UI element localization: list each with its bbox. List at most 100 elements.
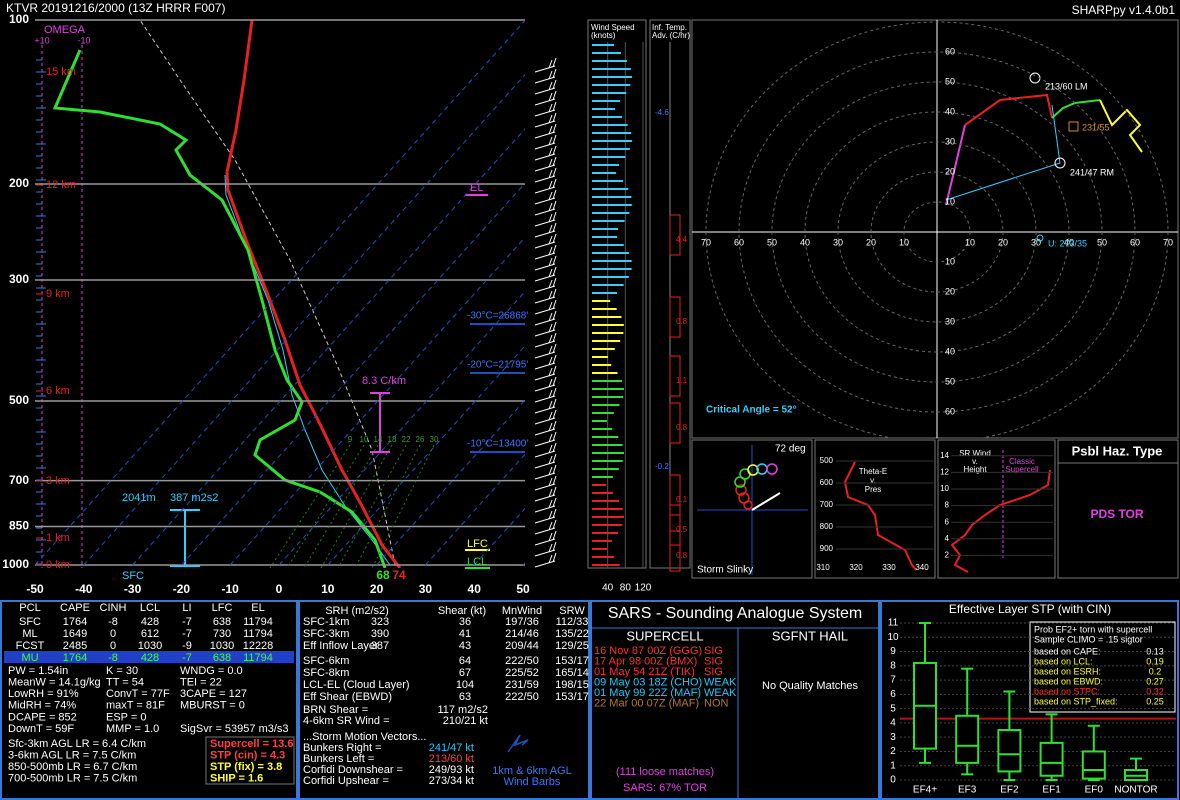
wind-barb-flag [552, 475, 557, 486]
wind-barb-flag [552, 365, 557, 376]
theta-e-tick: 310 [816, 563, 830, 572]
thermo-cell: -7 [182, 616, 192, 628]
temp-adv-bar [669, 504, 681, 546]
wind-barb [534, 65, 556, 73]
stp-tick: 11 [888, 618, 899, 629]
wind-barb [534, 109, 556, 117]
temperature-label: -30 [124, 582, 142, 596]
kinematic-cell: 231/59 [505, 679, 539, 691]
stp-legend-value: 0.2 [1149, 666, 1162, 676]
wind-barb-flag [548, 400, 553, 410]
temp-adv-value: 1.1 [676, 376, 688, 385]
stp-legend-label: based on CAPE: [1034, 646, 1101, 656]
theta-e-pressure: 800 [820, 522, 834, 531]
mixing-ratio-label: 30 [430, 435, 439, 444]
temperature-label: -10 [222, 582, 240, 596]
wind-barb-flag [548, 224, 553, 234]
wind-barb [534, 208, 556, 216]
wind-barb-flag [552, 299, 557, 310]
thermo-cell: 638 [213, 616, 231, 628]
thermo-cell: 428 [141, 652, 159, 664]
temp-adv-value: 0.8 [676, 551, 688, 560]
theta-e-pressure: 700 [820, 500, 834, 509]
hodo-label: 10 [965, 237, 975, 247]
wind-barb [534, 153, 556, 161]
stp-category: EF2 [1000, 785, 1019, 796]
sr-wind-height: 12 [940, 468, 949, 477]
stp-tick: 10 [887, 632, 899, 643]
wind-barb [534, 373, 556, 381]
stp-tick: 0 [890, 775, 896, 786]
kinematic-param: 4-6km SR Wind = [303, 715, 390, 727]
wind-barb-flag [548, 147, 553, 157]
sr-wind-reference: Supercell [1005, 465, 1039, 474]
wind-barb [534, 241, 556, 249]
wind-barb-flag [552, 101, 557, 112]
wind-barb [534, 538, 556, 546]
stp-tick: 4 [890, 718, 896, 729]
thermo-cell: -7 [182, 628, 192, 640]
hodo-label: 30 [1031, 237, 1041, 247]
stp-box [1039, 741, 1064, 777]
hodo-label: 60 [734, 237, 744, 247]
kinematic-frame [298, 600, 590, 800]
hodo-label: 70 [1163, 237, 1173, 247]
stp-tick: 9 [890, 646, 896, 657]
severe-index: STP (cin) = 4.3 [210, 749, 285, 761]
right-mover-label: 241/47 RM [1070, 167, 1114, 177]
kinematic-header: SRW [559, 605, 585, 617]
sr-wind-height: 10 [940, 484, 949, 493]
thermo-cell: -9 [182, 640, 192, 652]
wind-barb-flag [552, 552, 557, 563]
right-mover [1054, 157, 1066, 169]
kinematic-cell: 222/50 [505, 655, 539, 667]
sars-hail: No Quality Matches [762, 680, 858, 692]
wind-barb-flag [552, 288, 557, 299]
wind-barb [534, 340, 556, 348]
mixing-ratio-label: 9 [348, 435, 353, 444]
wind-barb-flag [548, 510, 553, 520]
hodo-label: 50 [945, 376, 955, 386]
isotherm-height: -30°C=26868' [467, 311, 528, 322]
sr-wind-title: v. [972, 457, 978, 466]
stp-category: EF4+ [913, 785, 937, 796]
sars-frame [590, 600, 880, 800]
kinematic-cell: 209/44 [505, 640, 539, 652]
slinky-vector [751, 492, 781, 511]
thermo-cell: 12228 [243, 640, 274, 652]
stp-legend-label: based on LCL: [1034, 656, 1093, 666]
wind-barb [534, 230, 556, 238]
thermo-header: CAPE [60, 602, 90, 614]
slinky-angle: 72 deg [775, 444, 806, 455]
theta-e-tick: 340 [915, 563, 929, 572]
wind-barb-flag [552, 112, 557, 123]
kinematic-param: BRN Shear = [303, 704, 368, 716]
temp-adv-bar [669, 214, 681, 256]
thermo-cell: ML [22, 628, 37, 640]
wind-barb [534, 384, 556, 392]
mixing-ratio-label: 18 [388, 435, 397, 444]
inflow-depth: 2041m [122, 492, 156, 504]
sars-class: SIG [704, 645, 723, 657]
kinematic-cell: 225/52 [505, 667, 539, 679]
hodo-label: 60 [1130, 237, 1140, 247]
kinematic-cell: 135/22 [555, 628, 589, 640]
wind-barb [534, 120, 556, 128]
wind-barb [534, 142, 556, 150]
theta-e-profile [843, 461, 917, 571]
stp-tick: 7 [890, 675, 896, 686]
pressure-label: 850 [9, 519, 29, 533]
wind-barb [534, 483, 556, 491]
wind-barb-flag [548, 411, 553, 421]
temp-adv-value: 0.8 [676, 423, 688, 432]
sars-title: SARS - Sounding Analogue System [608, 605, 862, 622]
indices-box [205, 736, 295, 785]
stp-box [1081, 750, 1106, 780]
kinematic-cell: 129/25 [555, 640, 589, 652]
mixing-ratio-label: 26 [416, 435, 425, 444]
temperature-label: 20 [370, 582, 384, 596]
kinematic-param-value: 117 m2/s2 [437, 704, 488, 716]
stp-title: Effective Layer STP (with CIN) [949, 602, 1111, 616]
lapse-rate-label: 8.3 C/km [362, 375, 406, 387]
